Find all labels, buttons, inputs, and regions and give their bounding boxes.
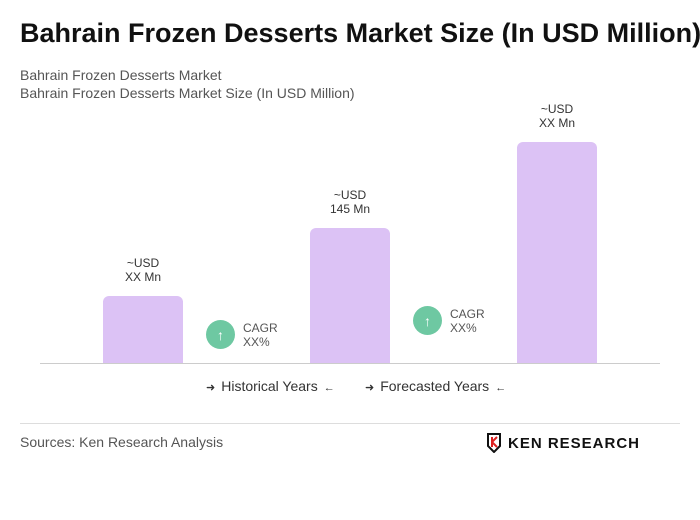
cagr-label: CAGR — [450, 306, 485, 321]
chart-subtitle-2: Bahrain Frozen Desserts Market Size (In … — [20, 85, 355, 101]
data-label-line: ~USD — [333, 187, 367, 202]
logo-mark-icon — [487, 433, 501, 453]
bar-1 — [103, 295, 183, 363]
ken-research-logo: KEN RESEARCH — [486, 433, 640, 453]
data-label-line: XX Mn — [124, 269, 161, 284]
baseline — [40, 363, 660, 364]
legend-historical: ➜ Historical Years ← — [200, 378, 341, 394]
cagr-badge-1: ↑ CAGR XX% — [206, 320, 278, 349]
legend-label: Historical Years — [221, 378, 318, 394]
data-label-line: XX Mn — [538, 116, 575, 131]
arrow-left-icon: ← — [495, 382, 507, 394]
chart-subtitle: Bahrain Frozen Desserts Market — [20, 67, 222, 83]
legend-forecasted: ➜ Forecasted Years ← — [359, 378, 512, 394]
cagr-value: XX% — [450, 320, 477, 335]
page-title: Bahrain Frozen Desserts Market Size (In … — [20, 18, 700, 48]
data-label: ~USD XX Mn — [497, 102, 617, 130]
legend-label: Forecasted Years — [380, 378, 490, 394]
bar-chart: ↑ CAGR XX% ↑ CAGR XX% ~USD XX Mn ~USD 145 Mn ~… — [40, 102, 660, 364]
arrow-left-icon: ← — [323, 382, 335, 394]
arrow-up-icon: ↑ — [206, 320, 235, 349]
arrow-right-icon: ➜ — [206, 382, 216, 394]
bar-2 — [310, 227, 390, 363]
data-label-line: 145 Mn — [329, 201, 371, 216]
data-label-line: ~USD — [540, 102, 574, 117]
arrow-right-icon: ➜ — [365, 382, 375, 394]
arrow-up-icon: ↑ — [413, 306, 442, 335]
data-label: ~USD XX Mn — [83, 256, 203, 284]
cagr-value: XX% — [243, 334, 270, 349]
cagr-label: CAGR — [243, 320, 278, 335]
data-label-line: ~USD — [126, 255, 160, 270]
sources: Sources: Ken Research Analysis — [20, 434, 224, 450]
cagr-badge-2: ↑ CAGR XX% — [413, 306, 485, 335]
divider — [20, 423, 680, 424]
data-label: ~USD 145 Mn — [290, 188, 410, 216]
bar-3 — [517, 142, 597, 363]
